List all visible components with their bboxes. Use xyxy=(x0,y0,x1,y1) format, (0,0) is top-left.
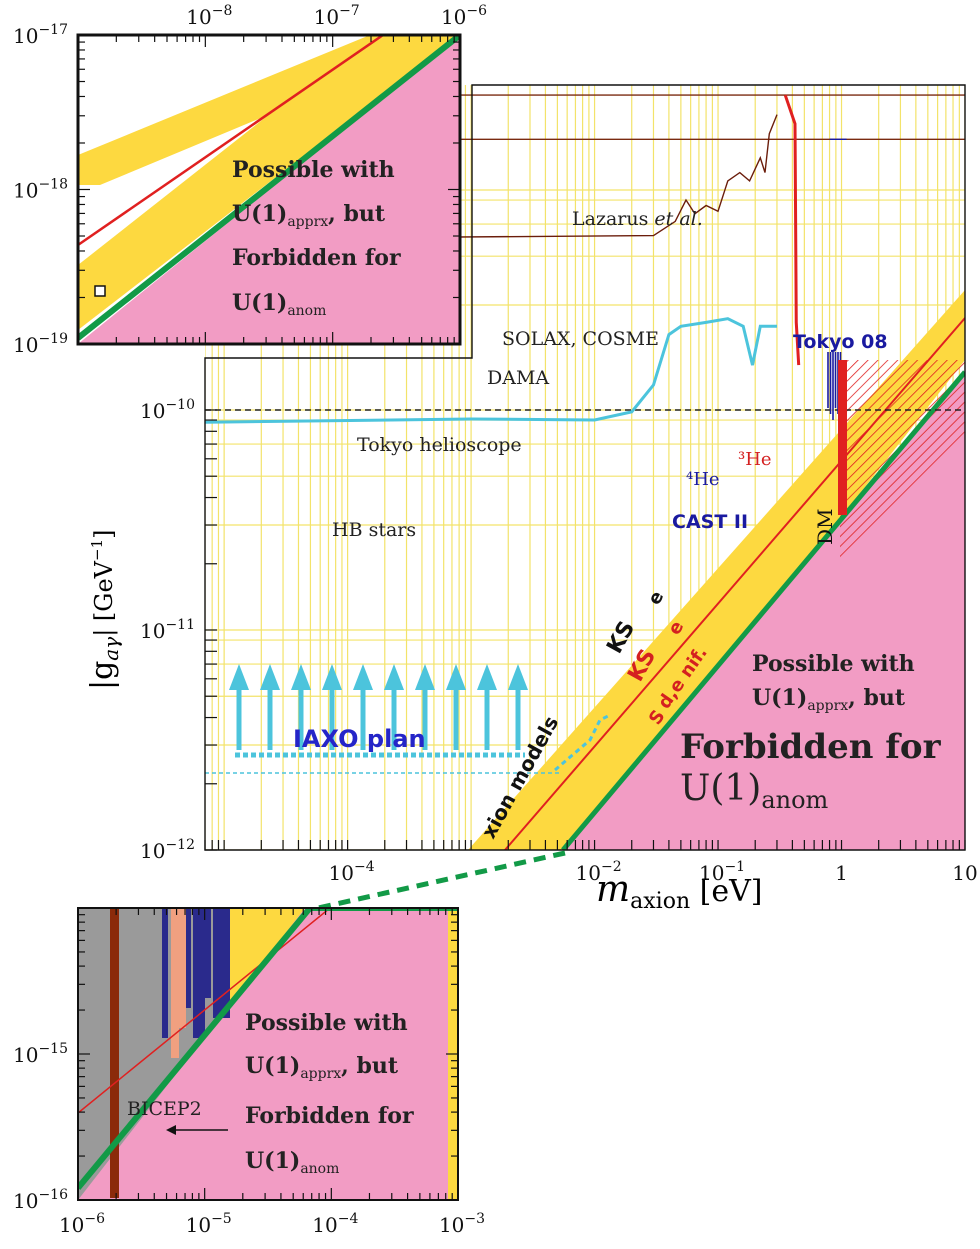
bicep2-arrow-icon xyxy=(166,1125,176,1135)
main-region-line-4: U(1)anom xyxy=(680,768,829,814)
dm-red-bar xyxy=(838,360,847,515)
tl-region-line-3: Forbidden for xyxy=(232,245,401,271)
main-region-line-1: Possible with xyxy=(752,651,915,677)
bicep2-annotation: BICEP2 xyxy=(127,1098,228,1135)
tl-region-line-2: U(1)apprx, but xyxy=(232,201,386,230)
iaxo-arrow-head-icon xyxy=(260,664,280,690)
x-tick-label: 10 xyxy=(952,861,977,885)
main-region-text: Possible with U(1)apprx, but Forbidden f… xyxy=(680,651,942,814)
iaxo-arrow-head-icon xyxy=(322,664,342,690)
bottom-left-inset: 10−6 10−5 10−4 10−3 10−16 10−15 BICEP2 Possib… xyxy=(13,907,485,1237)
curve-cast xyxy=(205,317,777,424)
iaxo-arrow-head-icon xyxy=(477,664,497,690)
label-dama: DAMA xyxy=(487,367,549,389)
iaxo-arrow-head-icon xyxy=(415,664,435,690)
inset-x-tick-label: 10−8 xyxy=(186,3,232,29)
main-curve-labels: Lazarus et al. SOLAX, COSME DAMA Tokyo heli… xyxy=(332,208,888,541)
annotation-label: ³He xyxy=(738,449,772,470)
x-tick-label: 1 xyxy=(835,861,848,885)
top-left-ticks: 10−8 10−7 10−6 10−19 10−18 10−17 xyxy=(13,3,487,357)
inset-x-tick-label: 10−6 xyxy=(59,1211,105,1237)
inset-y-tick-label: 10−15 xyxy=(13,1041,68,1067)
iaxo-arrow-head-icon xyxy=(446,664,466,690)
label-solax: SOLAX, COSME xyxy=(502,328,659,350)
annotation-label: IAXO plan xyxy=(293,725,426,753)
top-left-region-text: Possible with U(1)apprx, but Forbidden f… xyxy=(232,157,401,319)
iaxo-arrow-head-icon xyxy=(353,664,373,690)
curve-3he xyxy=(783,94,801,366)
bl-region-line-4: U(1)anom xyxy=(245,1148,339,1177)
inset-x-tick-label: 10−6 xyxy=(441,3,487,29)
y-tick-label: 10−10 xyxy=(140,397,195,423)
label-tokyo08: Tokyo 08 xyxy=(793,331,888,353)
label-cast: CAST II xyxy=(672,511,748,533)
top-left-inset: 10−8 10−7 10−6 10−19 10−18 10−17 Possible wit… xyxy=(13,3,487,357)
tl-region-line-4: U(1)anom xyxy=(232,290,326,319)
bl-region-line-1: Possible with xyxy=(245,1010,408,1036)
label-hb_stars: HB stars xyxy=(332,519,416,541)
label-lazarus: Lazarus et al. xyxy=(572,208,703,230)
tl-region-line-1: Possible with xyxy=(232,157,395,183)
curve-tokyo_helio xyxy=(205,114,778,240)
x-tick-label: 10−4 xyxy=(329,859,375,885)
label-tokyo_helio: Tokyo helioscope xyxy=(357,434,522,456)
main-marks xyxy=(205,94,847,774)
salmon-bar xyxy=(171,908,179,1058)
main-region-line-2: U(1)apprx, but xyxy=(752,685,906,714)
navy-bar xyxy=(162,908,168,1038)
main-region-line-3: Forbidden for xyxy=(680,727,942,767)
y-tick-label: 10−11 xyxy=(140,617,195,643)
iaxo-arrow-head-icon xyxy=(508,664,528,690)
brown-bar xyxy=(110,908,119,1198)
inset-x-tick-label: 10−4 xyxy=(312,1211,358,1237)
x-tick-label: 10−1 xyxy=(699,859,745,885)
inset-y-tick-label: 10−19 xyxy=(13,331,68,357)
bottom-left-ticks: 10−6 10−5 10−4 10−3 10−16 10−15 xyxy=(13,907,485,1237)
bl-region-line-2: U(1)apprx, but xyxy=(245,1053,399,1082)
x-axis-title: maxion [eV] xyxy=(596,869,763,914)
inset-x-tick-label: 10−7 xyxy=(314,3,360,29)
annotation-label: e xyxy=(644,588,668,609)
inset-x-tick-label: 10−5 xyxy=(186,1211,232,1237)
ksvz-line xyxy=(504,317,965,850)
bottom-left-region-text: Possible with U(1)apprx, but Forbidden f… xyxy=(245,1010,414,1177)
connector-bottom xyxy=(317,850,566,911)
inset-y-tick-label: 10−17 xyxy=(13,22,68,48)
iaxo-arrow-head-icon xyxy=(229,664,249,690)
x-tick-label: 10−2 xyxy=(576,859,622,885)
inset-marker-square xyxy=(94,285,106,297)
iaxo-arrow-head-icon xyxy=(291,664,311,690)
iaxo-arrow-head-icon xyxy=(384,664,404,690)
green-boundary-line xyxy=(561,370,965,850)
bicep2-label: BICEP2 xyxy=(127,1098,202,1120)
bl-region-line-3: Forbidden for xyxy=(245,1103,414,1129)
inset-x-tick-label: 10−3 xyxy=(439,1211,485,1237)
y-tick-label: 10−12 xyxy=(140,837,195,863)
y-axis-title: |gaγ| [GeV−1] xyxy=(85,530,123,691)
inset-y-tick-label: 10−18 xyxy=(13,177,68,203)
inset-y-tick-label: 10−16 xyxy=(13,1187,68,1213)
annotation-label: ⁴He xyxy=(686,469,720,490)
annotation-label: DM xyxy=(813,508,837,545)
